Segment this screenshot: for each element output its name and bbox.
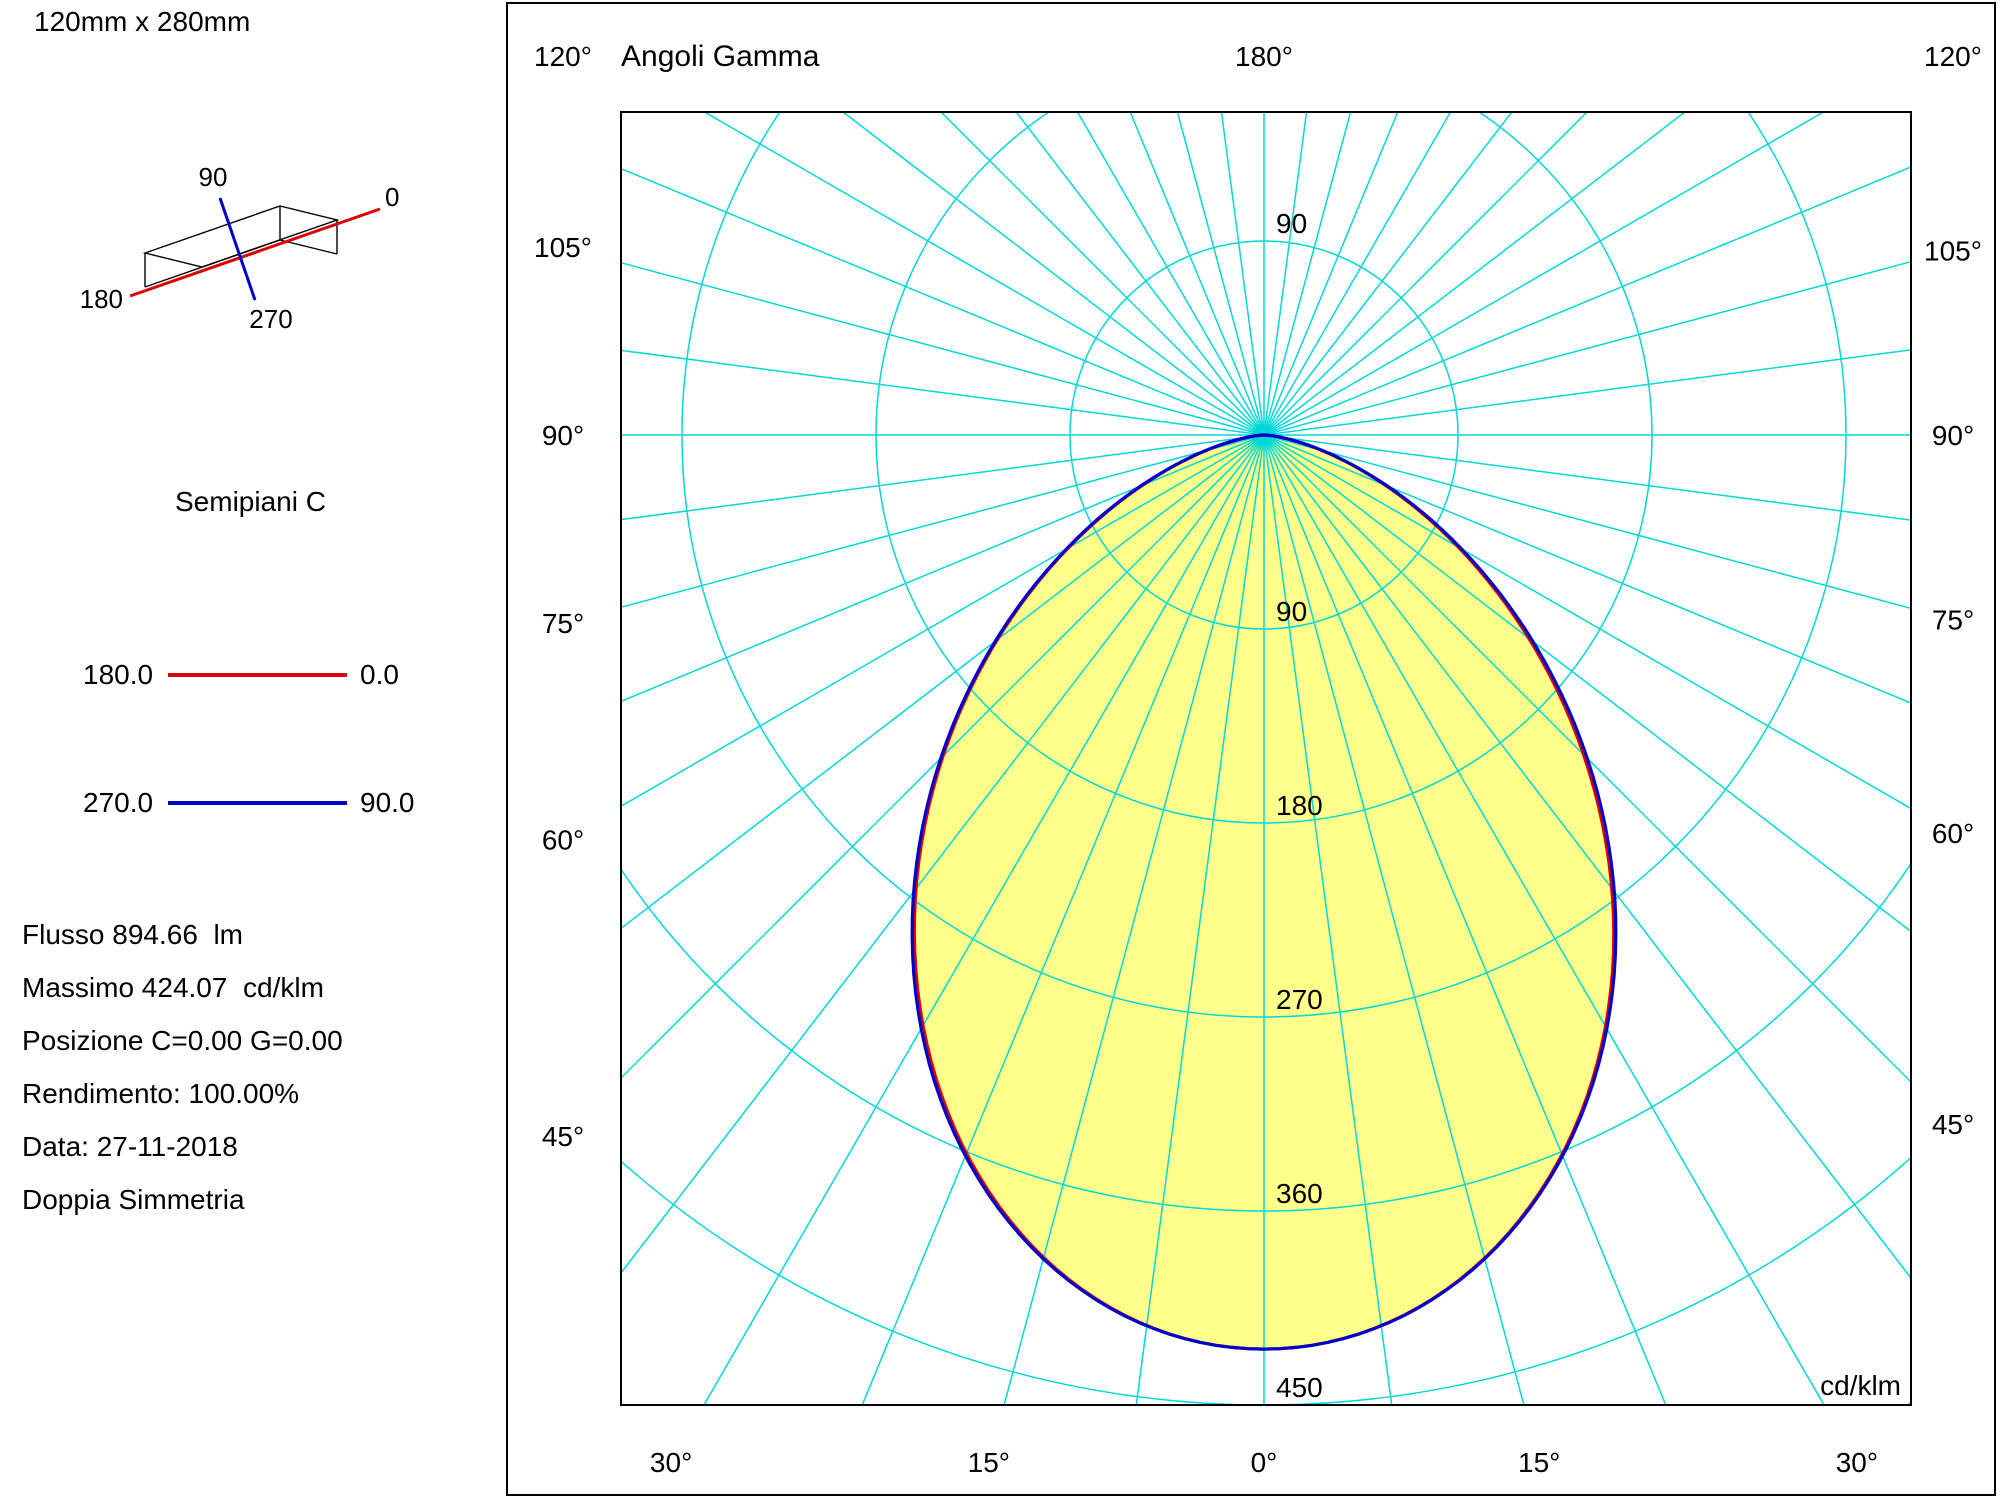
polar-grid-ray bbox=[1220, 112, 1265, 436]
polar-grid-ray bbox=[1263, 349, 1911, 436]
plot-title: Angoli Gamma bbox=[621, 40, 820, 73]
radial-tick-label: 450 bbox=[1276, 1372, 1323, 1403]
polar-grid-ray bbox=[621, 434, 1265, 1275]
polar-grid-ray bbox=[1263, 112, 1452, 436]
luminaire-sketch: 90 0 180 270 bbox=[80, 162, 400, 334]
polar-grid-ray bbox=[1076, 112, 1265, 436]
polar-grid-ray bbox=[1263, 112, 1513, 436]
c90-c270-axis-line bbox=[218, 197, 257, 301]
polar-grid-ray bbox=[1176, 112, 1265, 436]
polar-grid-ray bbox=[621, 434, 1265, 521]
polar-grid-ray bbox=[1263, 434, 1525, 1405]
info-massimo: Massimo 424.07 cd/klm bbox=[22, 972, 324, 1003]
gamma-angle-label: 75° bbox=[1932, 605, 1974, 636]
info-data: Data: 27-11-2018 bbox=[22, 1131, 238, 1162]
polar-grid-ray bbox=[1263, 434, 1911, 610]
polar-grid-ray bbox=[1263, 112, 1687, 436]
generated-axis-labels: 105° 105° 90° 90° 75° 75° 60° 60° 45° 45° 30° 15° 0°… bbox=[534, 208, 1982, 1478]
bottom-gamma-label: 15° bbox=[968, 1447, 1010, 1478]
polar-grid-ray bbox=[1015, 112, 1265, 436]
photometric-info-block: Flusso 894.66 lm Massimo 424.07 cd/klm P… bbox=[22, 908, 343, 1226]
info-rendimento: Rendimento: 100.00% bbox=[22, 1078, 300, 1109]
gamma-angle-label: 90° bbox=[542, 420, 584, 451]
legend-label-90: 90.0 bbox=[360, 787, 415, 818]
polar-grid-ray bbox=[621, 167, 1265, 436]
radial-tick-label-upper: 90 bbox=[1276, 208, 1307, 239]
sketch-label-270: 270 bbox=[249, 304, 292, 334]
polar-grid-ray bbox=[1263, 434, 1911, 521]
sketch-label-0: 0 bbox=[385, 182, 399, 212]
polar-grid-ray bbox=[1263, 434, 1393, 1405]
legend-label-0: 0.0 bbox=[360, 659, 399, 690]
polar-grid-ray bbox=[1263, 434, 1911, 1280]
polar-diagram: Angoli Gamma 120° 180° 120° cd/klm 105° 1… bbox=[534, 40, 1982, 1478]
polar-grid-ray bbox=[703, 112, 1265, 436]
gamma-angle-label: 60° bbox=[1932, 818, 1974, 849]
polar-grid-ray bbox=[1263, 112, 1399, 436]
polar-grid-ray bbox=[939, 112, 1265, 436]
sketch-label-180: 180 bbox=[80, 284, 123, 314]
gamma-label-180-top: 180° bbox=[1235, 41, 1293, 72]
polar-grid-ray bbox=[1263, 260, 1911, 436]
info-posizione: Posizione C=0.00 G=0.00 bbox=[22, 1025, 343, 1056]
legend-row-c0-c180: 180.0 0.0 bbox=[0, 659, 480, 693]
polar-grid-ray bbox=[621, 434, 1265, 703]
plot-frame bbox=[620, 111, 1912, 1406]
gamma-label-120-top-right: 120° bbox=[1924, 41, 1982, 72]
legend-label-270: 270.0 bbox=[83, 787, 154, 818]
gamma-angle-label: 75° bbox=[542, 608, 584, 639]
radial-tick-label: 90 bbox=[1276, 596, 1307, 627]
polar-grid-ray bbox=[1263, 434, 1825, 1405]
bottom-gamma-label: 30° bbox=[650, 1447, 692, 1478]
semipiani-title: Semipiani C bbox=[175, 486, 326, 517]
polar-grid-ray bbox=[1129, 112, 1265, 436]
radial-tick-label: 180 bbox=[1276, 790, 1323, 821]
info-simmetria: Doppia Simmetria bbox=[22, 1184, 245, 1215]
gamma-angle-label: 105° bbox=[534, 232, 592, 263]
polar-grid-ray bbox=[1263, 166, 1911, 436]
polar-grid-ray bbox=[1263, 112, 1825, 436]
polar-grid-ray bbox=[1003, 434, 1265, 1405]
polar-grid-ray bbox=[1263, 112, 1352, 436]
unit-label: cd/klm bbox=[1820, 1370, 1901, 1401]
c0-c180-axis-line bbox=[129, 207, 381, 298]
polar-grid-ray bbox=[1263, 434, 1911, 704]
polar-grid-ray bbox=[1263, 112, 1589, 436]
info-flusso: Flusso 894.66 lm bbox=[22, 919, 243, 950]
legend-label-180: 180.0 bbox=[83, 659, 154, 690]
luminaire-box-wireframe bbox=[142, 205, 340, 288]
sketch-label-90: 90 bbox=[199, 162, 228, 192]
bottom-gamma-label: 0° bbox=[1251, 1447, 1278, 1478]
legend-line-c0-c180 bbox=[168, 673, 347, 677]
curve-c90-c270 bbox=[910, 433, 1618, 1351]
polar-grid-ray bbox=[1263, 434, 1911, 1084]
radial-tick-label: 360 bbox=[1276, 1178, 1323, 1209]
polar-diagram-panel: Angoli Gamma 120° 180° 120° cd/klm 105° 1… bbox=[506, 2, 1996, 1496]
bottom-gamma-label: 15° bbox=[1518, 1447, 1560, 1478]
polar-grid-ray bbox=[1263, 112, 1308, 436]
gamma-angle-label: 45° bbox=[1932, 1109, 1974, 1140]
polar-grid-ray bbox=[621, 349, 1265, 436]
polar-grid-ray bbox=[1263, 434, 1911, 933]
polar-grid-ray bbox=[1263, 434, 1667, 1405]
polar-grid-ray bbox=[1135, 434, 1265, 1405]
gamma-angle-label: 60° bbox=[542, 825, 584, 856]
gamma-angle-label: 45° bbox=[542, 1121, 584, 1152]
gamma-label-120-top-left: 120° bbox=[534, 41, 592, 72]
radial-tick-label: 270 bbox=[1276, 984, 1323, 1015]
polar-grid-ray bbox=[841, 112, 1265, 436]
polar-grid-ray bbox=[703, 434, 1265, 1405]
gamma-angle-label: 105° bbox=[1924, 235, 1982, 266]
legend-line-c90-c270 bbox=[168, 801, 347, 805]
bottom-gamma-label: 30° bbox=[1836, 1447, 1878, 1478]
legend-row-c90-c270: 270.0 90.0 bbox=[0, 787, 480, 821]
polar-grid-ray bbox=[621, 434, 1265, 1080]
polar-grid-ray bbox=[621, 434, 1265, 930]
luminaire-dimensions: 120mm x 280mm bbox=[34, 6, 251, 37]
gamma-angle-label: 90° bbox=[1932, 420, 1974, 451]
polar-grid-ray bbox=[861, 434, 1265, 1405]
